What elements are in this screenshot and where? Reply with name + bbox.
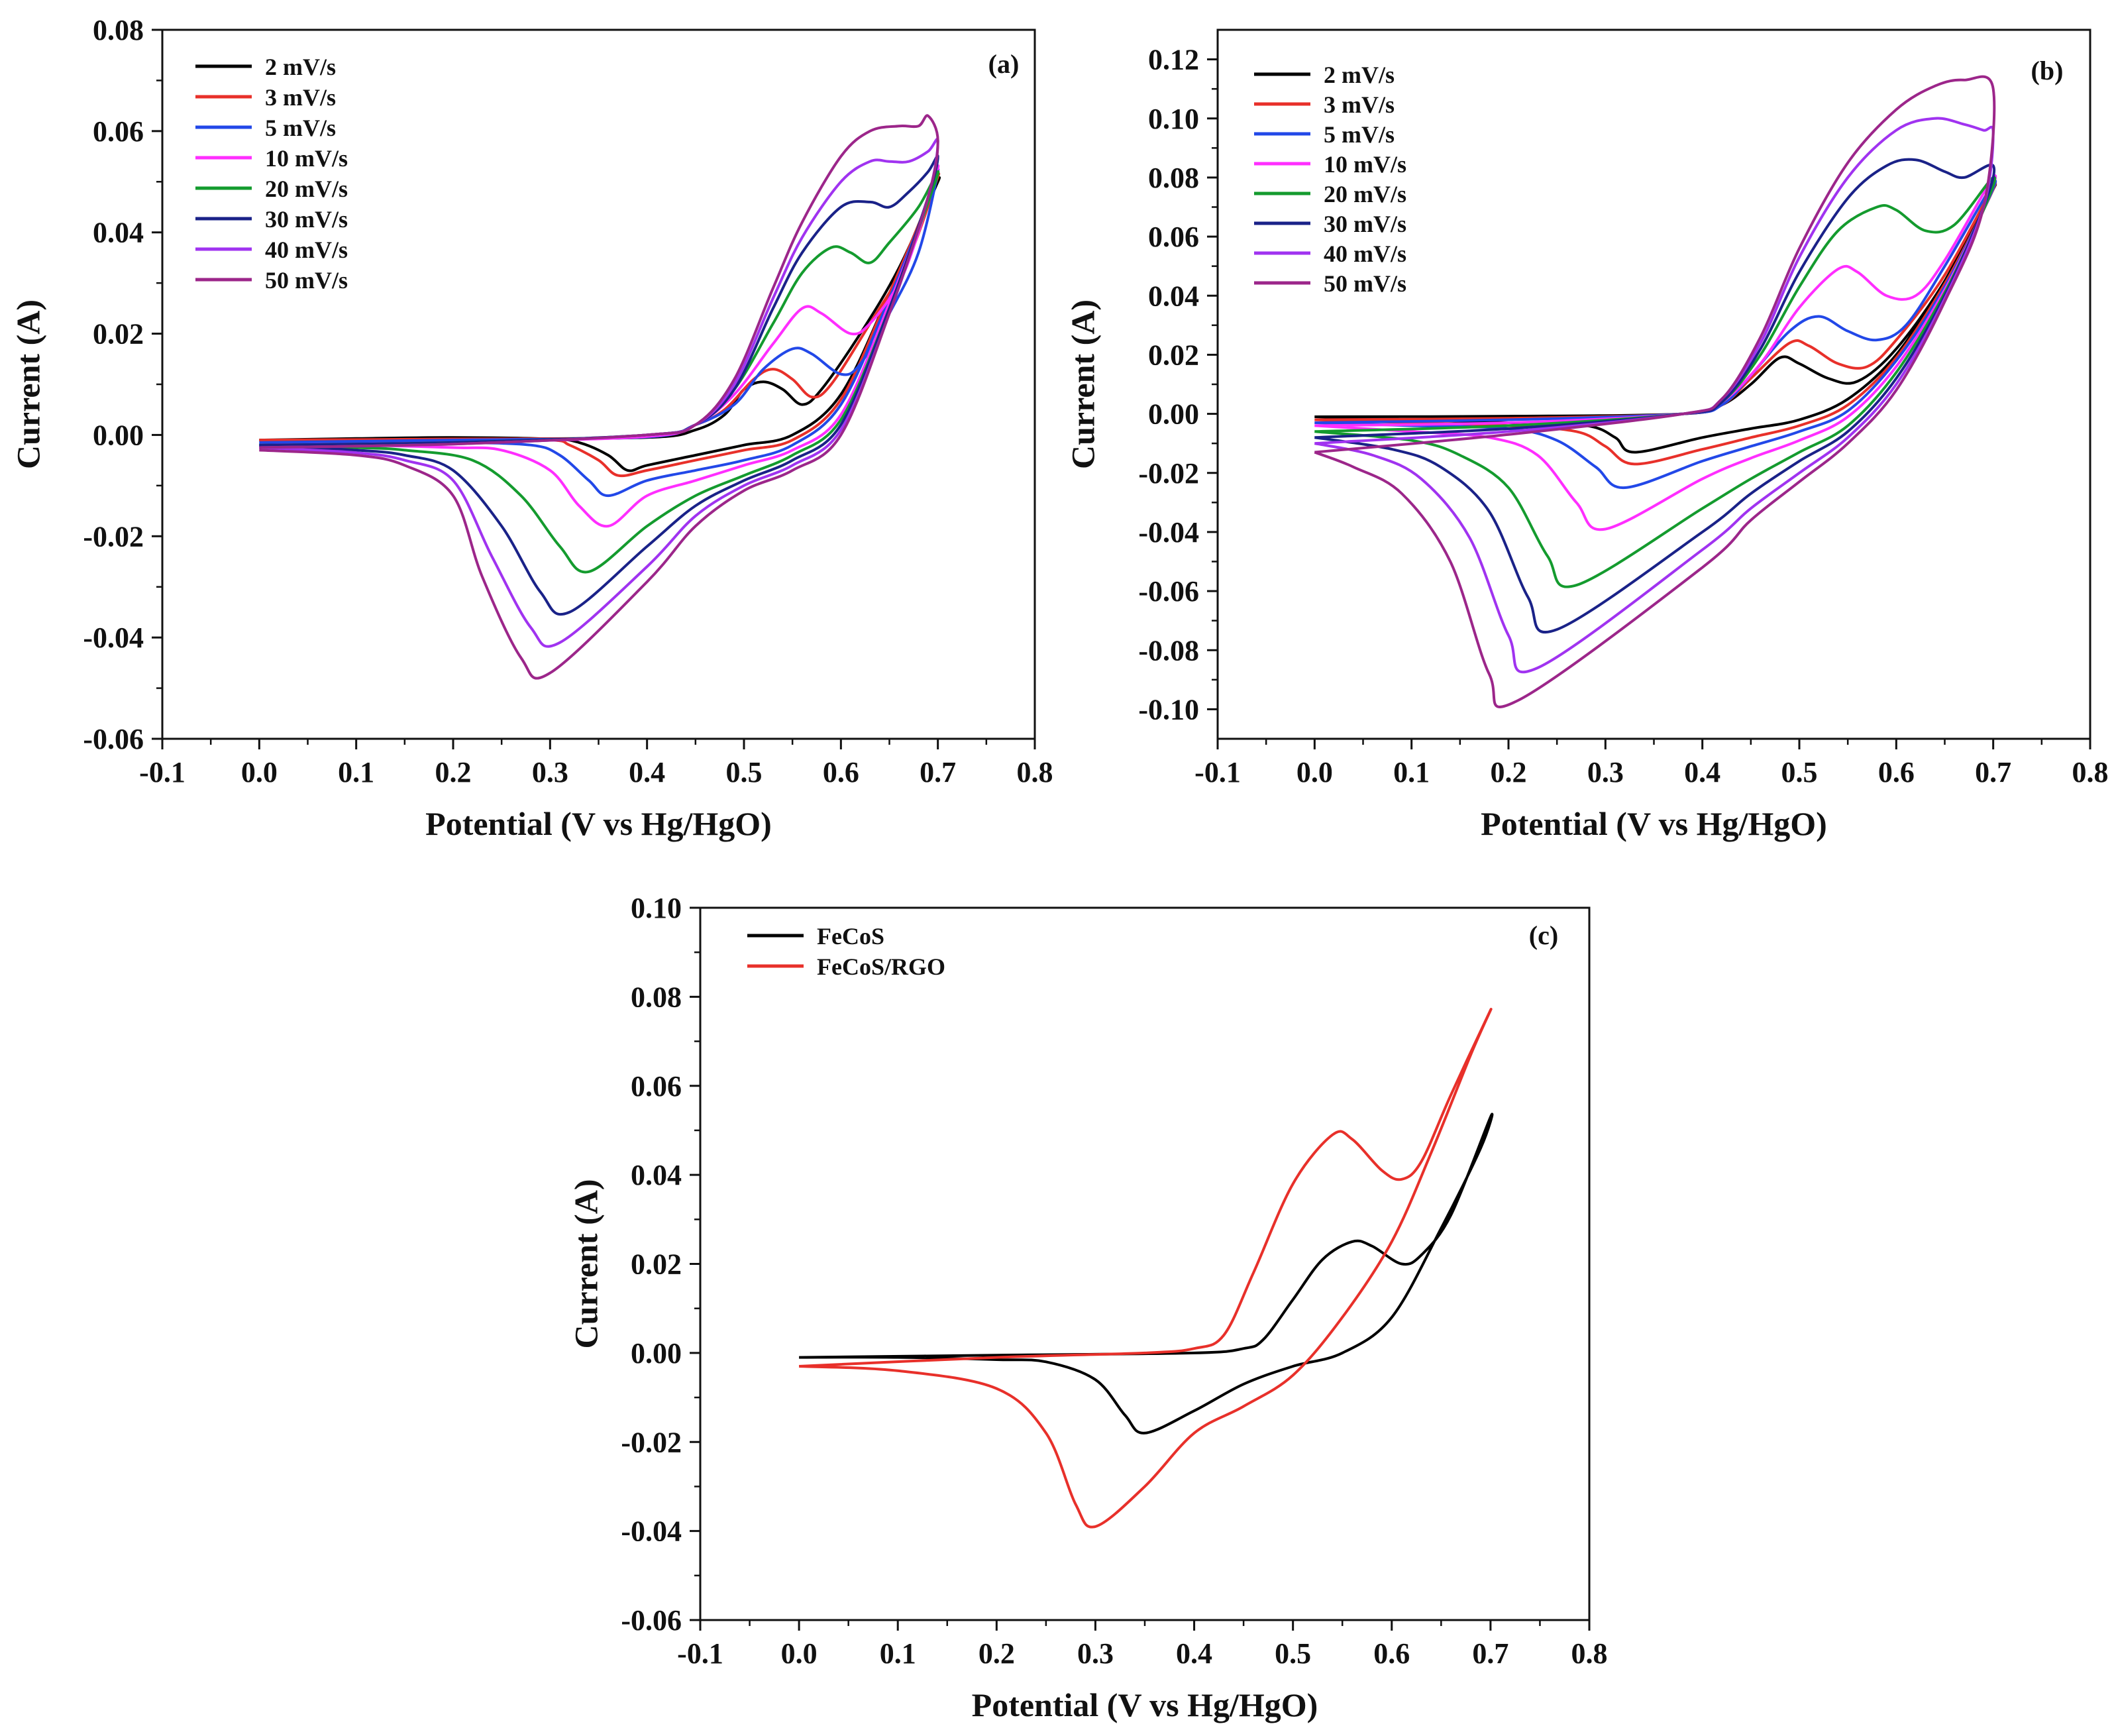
plot-frame (699, 906, 1591, 1621)
y-tick-label: 0.06 (93, 115, 144, 148)
legend-label-50-mv-s: 50 mV/s (265, 267, 348, 294)
legend-label-fecos: FeCoS (817, 923, 884, 949)
panel-label-b: (b) (2031, 56, 2064, 85)
series-line-30-mv-s (259, 154, 939, 616)
chart-panel-b: -0.1 0.0 0.1 0.2 0.3 0.4 0.5 0.6 0.7 0.8 -0.10 -0.0… (1064, 28, 2109, 842)
x-axis-title: Potential (V vs Hg/HgO) (425, 805, 772, 842)
series-line-fecos-rgo (799, 1007, 1493, 1529)
y-tick-label: -0.06 (621, 1604, 682, 1637)
y-tick-label: 0.04 (93, 217, 144, 249)
x-tick-label: 0.8 (1571, 1637, 1608, 1670)
y-tick-label: -0.06 (1138, 575, 1199, 608)
y-tick-label: -0.04 (1138, 516, 1199, 549)
legend-label-20-mv-s: 20 mV/s (265, 176, 348, 202)
x-tick-label: 0.1 (880, 1637, 916, 1670)
legend-label-50-mv-s: 50 mV/s (1324, 270, 1406, 297)
x-tick-label: 0.0 (1296, 756, 1333, 788)
x-tick-label: 0.5 (726, 756, 763, 788)
legend-label-30-mv-s: 30 mV/s (265, 206, 348, 233)
x-tick-label: 0.7 (1975, 756, 2011, 788)
legend-label-2-mv-s: 2 mV/s (1324, 62, 1395, 88)
y-axis-title: Current (A) (1064, 299, 1101, 469)
series-line-10-mv-s (259, 164, 940, 528)
x-axis-title: Potential (V vs Hg/HgO) (972, 1686, 1318, 1723)
y-tick-label: -0.10 (1138, 693, 1199, 726)
x-tick-label: 0.2 (435, 756, 472, 788)
x-tick-label: -0.1 (1194, 756, 1241, 788)
legend-label-2-mv-s: 2 mV/s (265, 54, 336, 80)
legend-label-3-mv-s: 3 mV/s (265, 84, 336, 111)
x-tick-label: 0.2 (1491, 756, 1527, 788)
series-line-50-mv-s (1314, 75, 1996, 708)
x-tick-label: 0.0 (241, 756, 278, 788)
y-axis-title: Current (A) (9, 299, 46, 469)
chart-panel-a: -0.1 0.0 0.1 0.2 0.3 0.4 0.5 0.6 0.7 0.8 -0.06 -0.0… (9, 14, 1053, 842)
y-tick-label: 0.00 (93, 419, 144, 451)
legend-label-40-mv-s: 40 mV/s (1324, 241, 1406, 267)
x-tick-label: 0.6 (823, 756, 859, 788)
y-tick-label: 0.04 (631, 1159, 682, 1191)
x-tick-label: -0.1 (677, 1637, 723, 1670)
chart-panel-c: -0.1 0.0 0.1 0.2 0.3 0.4 0.5 0.6 0.7 0.8 -0.06 -0.0… (567, 892, 1607, 1723)
x-tick-label: -0.1 (139, 756, 185, 788)
y-tick-label: -0.04 (83, 622, 144, 654)
y-axis-title: Current (A) (567, 1179, 604, 1349)
x-tick-label: 0.3 (1077, 1637, 1114, 1670)
x-tick-label: 0.6 (1373, 1637, 1410, 1670)
y-tick-label: 0.04 (1148, 280, 1199, 312)
x-tick-label: 0.4 (1176, 1637, 1212, 1670)
legend-label-20-mv-s: 20 mV/s (1324, 181, 1406, 207)
series-line-fecos (799, 1112, 1494, 1435)
x-tick-label: 0.8 (1017, 756, 1053, 788)
series-line-2-mv-s (1314, 184, 1997, 454)
y-tick-label: -0.08 (1138, 634, 1199, 667)
y-tick-label: 0.00 (631, 1337, 682, 1370)
series-line-40-mv-s (259, 137, 939, 648)
y-tick-label: 0.06 (1148, 221, 1199, 253)
y-tick-label: 0.08 (631, 981, 682, 1013)
y-tick-label: 0.12 (1148, 44, 1199, 76)
legend-label-10-mv-s: 10 mV/s (1324, 151, 1406, 178)
series-line-50-mv-s (259, 114, 939, 680)
x-tick-label: 0.7 (920, 756, 956, 788)
x-tick-label: 0.8 (2072, 756, 2109, 788)
y-tick-label: 0.08 (93, 14, 144, 46)
x-tick-label: 0.3 (1587, 756, 1624, 788)
x-tick-label: 0.1 (338, 756, 374, 788)
y-tick-label: 0.02 (1148, 339, 1199, 371)
y-tick-label: 0.02 (631, 1248, 682, 1281)
legend-label-5-mv-s: 5 mV/s (265, 115, 336, 141)
y-tick-label: 0.02 (93, 318, 144, 351)
x-tick-label: 0.4 (629, 756, 665, 788)
y-tick-label: -0.06 (83, 723, 144, 755)
legend-label-30-mv-s: 30 mV/s (1324, 211, 1406, 237)
x-tick-label: 0.7 (1472, 1637, 1508, 1670)
y-tick-label: -0.02 (621, 1426, 682, 1458)
y-tick-label: -0.04 (621, 1515, 682, 1548)
legend-label-10-mv-s: 10 mV/s (265, 145, 348, 172)
x-tick-label: 0.3 (532, 756, 568, 788)
y-tick-label: 0.08 (1148, 162, 1199, 194)
x-axis-title: Potential (V vs Hg/HgO) (1481, 805, 1827, 842)
legend-label-40-mv-s: 40 mV/s (265, 237, 348, 263)
x-tick-label: 0.5 (1275, 1637, 1311, 1670)
x-tick-label: 0.4 (1684, 756, 1720, 788)
legend-label-5-mv-s: 5 mV/s (1324, 121, 1395, 148)
y-tick-label: 0.10 (1148, 103, 1199, 135)
panel-label-c: (c) (1529, 920, 1558, 950)
x-tick-label: 0.0 (781, 1637, 818, 1670)
panel-label-a: (a) (988, 49, 1020, 79)
x-tick-label: 0.5 (1781, 756, 1818, 788)
y-tick-label: 0.06 (631, 1070, 682, 1103)
y-tick-label: -0.02 (83, 520, 144, 553)
y-tick-label: 0.00 (1148, 398, 1199, 431)
legend-label-fecos-rgo: FeCoS/RGO (817, 953, 945, 980)
x-tick-label: 0.6 (1878, 756, 1915, 788)
y-tick-label: 0.10 (631, 892, 682, 924)
x-tick-label: 0.1 (1393, 756, 1430, 788)
legend-label-3-mv-s: 3 mV/s (1324, 91, 1395, 118)
x-tick-label: 0.2 (978, 1637, 1015, 1670)
y-tick-label: -0.02 (1138, 457, 1199, 490)
